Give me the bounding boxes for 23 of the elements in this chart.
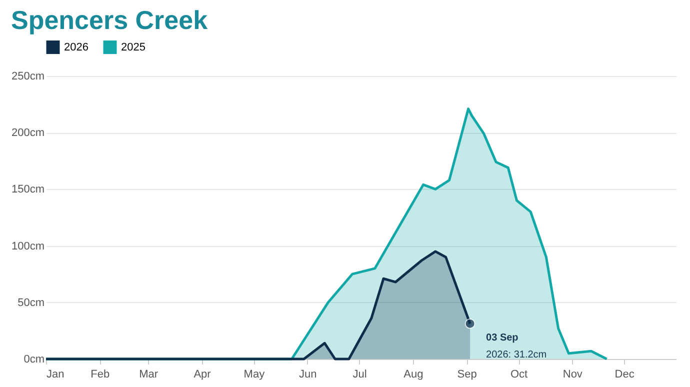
- y-tick-label: 200cm: [11, 127, 44, 140]
- annotation: 2026: 31.2cm: [486, 350, 547, 361]
- x-tick-label: Dec: [614, 368, 635, 380]
- x-tick-label: Jun: [298, 368, 317, 380]
- y-tick-label: 250cm: [11, 70, 44, 82]
- x-tick-label: Jul: [352, 368, 367, 380]
- x-tick-label: Oct: [510, 368, 528, 380]
- x-tick-label: Sep: [457, 368, 477, 380]
- annotation: 03 Sep: [486, 332, 518, 344]
- legend-label: 2026: [64, 41, 88, 54]
- y-tick-label: 0cm: [24, 354, 44, 366]
- x-tick-label: Mar: [139, 368, 158, 380]
- x-tick-label: Aug: [404, 368, 424, 380]
- x-tick-label: Feb: [90, 368, 110, 380]
- y-tick-label: 100cm: [11, 240, 44, 252]
- chart-title: Spencers Creek: [10, 5, 208, 35]
- x-tick-label: May: [244, 368, 266, 380]
- y-tick-label: 150cm: [11, 184, 44, 196]
- x-tick-label: Nov: [562, 368, 583, 380]
- legend-label: 2025: [121, 41, 146, 54]
- x-tick-label: Jan: [46, 368, 64, 380]
- x-tick-label: Apr: [194, 368, 212, 380]
- y-tick-label: 50cm: [18, 296, 44, 309]
